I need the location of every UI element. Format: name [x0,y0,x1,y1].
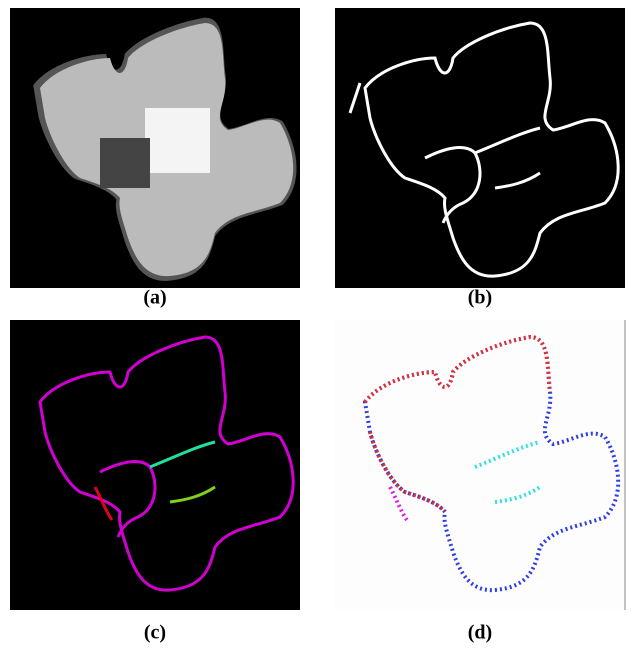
caption: (b) [468,287,492,309]
dark-region [100,138,150,188]
panel-a [10,8,300,288]
image-background [335,8,625,288]
caption: (a) [143,287,166,309]
panel-d [335,320,625,610]
bright-region [145,108,210,173]
panel-b [335,8,625,288]
panel-c [10,320,300,610]
caption: (d) [468,622,492,644]
figure: (a) (b) (c) [0,0,637,655]
caption: (c) [144,622,166,644]
